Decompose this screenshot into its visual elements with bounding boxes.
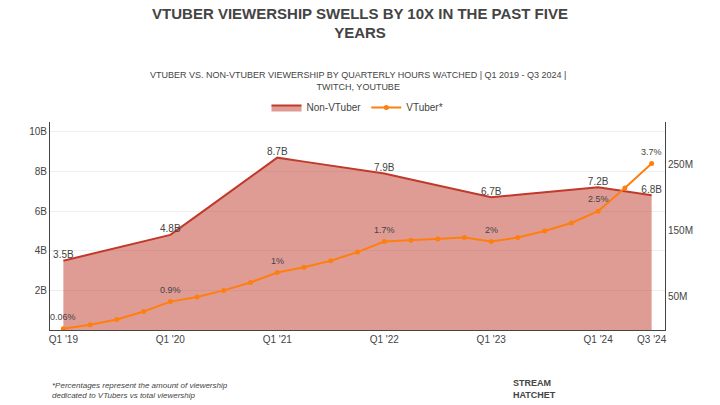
svg-text:Q1 '24: Q1 '24 bbox=[584, 334, 614, 345]
svg-text:3.5B: 3.5B bbox=[53, 249, 74, 260]
svg-text:2%: 2% bbox=[485, 225, 498, 235]
svg-text:50M: 50M bbox=[668, 291, 687, 302]
svg-text:STREAMHATCHET: STREAMHATCHET bbox=[513, 378, 556, 400]
svg-text:Q1 '19: Q1 '19 bbox=[49, 334, 79, 345]
svg-text:8.7B: 8.7B bbox=[267, 146, 288, 157]
svg-text:*Percentages represent the amo: *Percentages represent the amount of vie… bbox=[52, 381, 228, 400]
svg-text:0.06%: 0.06% bbox=[50, 312, 76, 322]
svg-text:Q1 '22: Q1 '22 bbox=[370, 334, 400, 345]
svg-text:Q1 '20: Q1 '20 bbox=[156, 334, 186, 345]
svg-text:0.9%: 0.9% bbox=[160, 285, 181, 295]
svg-text:1%: 1% bbox=[271, 256, 284, 266]
svg-text:Q3 '24: Q3 '24 bbox=[637, 334, 667, 345]
svg-text:10B: 10B bbox=[29, 126, 47, 137]
svg-text:VTUBER VIEWERSHIP SWELLS BY 10: VTUBER VIEWERSHIP SWELLS BY 10X IN THE P… bbox=[152, 5, 568, 42]
svg-text:8B: 8B bbox=[35, 166, 48, 177]
svg-text:4.8B: 4.8B bbox=[160, 223, 181, 234]
svg-text:150M: 150M bbox=[668, 225, 693, 236]
svg-text:6B: 6B bbox=[35, 206, 48, 217]
svg-text:7.9B: 7.9B bbox=[374, 162, 395, 173]
svg-text:Q1 '21: Q1 '21 bbox=[263, 334, 293, 345]
svg-text:250M: 250M bbox=[668, 159, 693, 170]
svg-text:Non-VTuber: Non-VTuber bbox=[307, 102, 362, 113]
svg-text:1.7%: 1.7% bbox=[374, 225, 395, 235]
svg-text:6.7B: 6.7B bbox=[481, 186, 502, 197]
svg-text:7.2B: 7.2B bbox=[588, 176, 609, 187]
svg-text:Q1 '23: Q1 '23 bbox=[477, 334, 507, 345]
svg-text:VTuber*: VTuber* bbox=[406, 102, 442, 113]
svg-text:2.5%: 2.5% bbox=[588, 194, 609, 204]
svg-text:3.7%: 3.7% bbox=[641, 147, 662, 157]
svg-text:4B: 4B bbox=[35, 245, 48, 256]
svg-text:2B: 2B bbox=[35, 285, 48, 296]
svg-text:6.8B: 6.8B bbox=[641, 184, 662, 195]
svg-text:VTUBER VS. NON-VTUBER VIEWERSH: VTUBER VS. NON-VTUBER VIEWERSHIP BY QUAR… bbox=[150, 70, 566, 92]
